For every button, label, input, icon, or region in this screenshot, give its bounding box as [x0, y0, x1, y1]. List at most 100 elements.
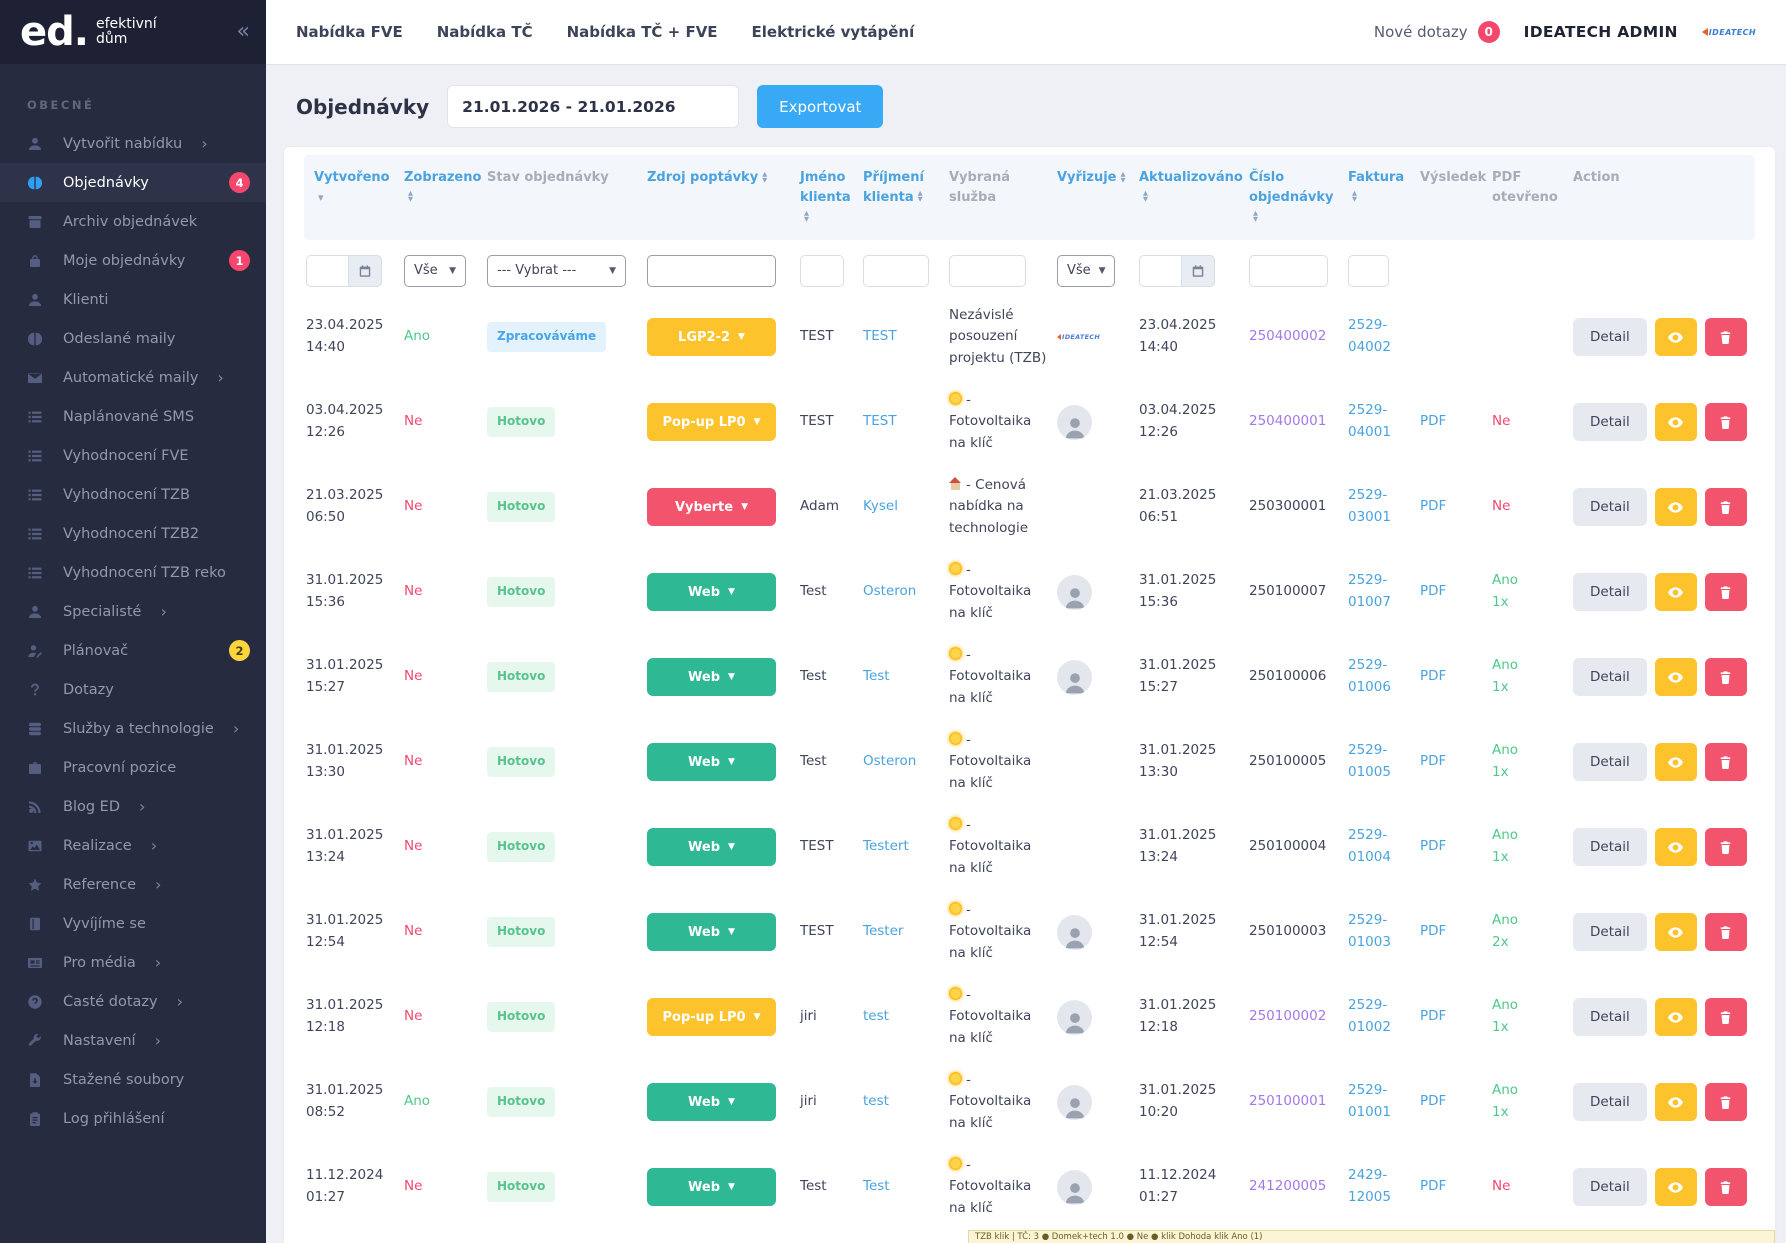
column-header[interactable]: Aktualizováno [1139, 168, 1249, 207]
stav-filter-select[interactable]: --- Vybrat --- ▼ [487, 254, 626, 287]
export-button[interactable]: Exportovat [757, 85, 884, 128]
sluzba-filter-input[interactable] [949, 254, 1026, 287]
zdroj-filter-input[interactable] [647, 254, 776, 287]
zdroj-dropdown-button[interactable]: LGP2-2 ▼ [647, 318, 776, 356]
sidebar-item[interactable]: Blog ED › [0, 787, 266, 826]
pdf-link[interactable]: PDF [1420, 583, 1447, 600]
faktura-link[interactable]: 2529-01007 [1348, 572, 1391, 610]
detail-button[interactable]: Detail [1573, 488, 1647, 526]
trash-button[interactable] [1704, 743, 1747, 781]
zdroj-dropdown-button[interactable]: Pop-up LP0 ▼ [647, 403, 776, 441]
trash-button[interactable] [1704, 913, 1747, 951]
trash-button[interactable] [1704, 998, 1747, 1036]
sidebar-item[interactable]: Klienti [0, 280, 266, 319]
column-header[interactable]: Stav objednávky [487, 168, 647, 188]
sidebar-item[interactable]: Specialisté › [0, 592, 266, 631]
prijmeni-link[interactable]: Test [863, 668, 890, 685]
column-header[interactable]: Vyřizuje [1057, 168, 1139, 188]
faktura-link[interactable]: 2529-01004 [1348, 827, 1391, 865]
prijmeni-link[interactable]: Kysel [863, 498, 898, 515]
prijmeni-link[interactable]: Test [863, 1178, 890, 1195]
faktura-link[interactable]: 2429-12005 [1348, 1167, 1391, 1205]
sidebar-item[interactable]: Objednávky 4 [0, 163, 266, 202]
pdf-link[interactable]: PDF [1420, 923, 1447, 940]
eye-button[interactable] [1654, 488, 1697, 526]
sidebar-item[interactable]: Odeslané maily [0, 319, 266, 358]
faktura-link[interactable]: 2529-01005 [1348, 742, 1391, 780]
sidebar-item[interactable]: Moje objednávky 1 [0, 241, 266, 280]
calendar-button[interactable] [1181, 254, 1215, 287]
pdf-link[interactable]: PDF [1420, 1178, 1447, 1195]
eye-button[interactable] [1654, 318, 1697, 356]
nav-tab[interactable]: Elektrické vytápění [751, 23, 915, 41]
detail-button[interactable]: Detail [1573, 658, 1647, 696]
column-header[interactable]: Zobrazeno [404, 168, 487, 207]
nav-tab[interactable]: Nabídka FVE [296, 23, 403, 41]
sidebar-item[interactable]: Pracovní pozice [0, 748, 266, 787]
faktura-link[interactable]: 2529-01001 [1348, 1082, 1391, 1120]
sidebar-item[interactable]: Dotazy [0, 670, 266, 709]
sidebar-item[interactable]: Služby a technologie › [0, 709, 266, 748]
trash-button[interactable] [1704, 403, 1747, 441]
column-header[interactable]: Vytvořeno [304, 168, 404, 207]
prijmeni-link[interactable]: Testert [863, 838, 909, 855]
pdf-link[interactable]: PDF [1420, 838, 1447, 855]
eye-button[interactable] [1654, 913, 1697, 951]
prijmeni-link[interactable]: test [863, 1093, 889, 1110]
sidebar-item[interactable]: Reference › [0, 865, 266, 904]
zdroj-dropdown-button[interactable]: Vyberte ▼ [647, 488, 776, 526]
faktura-link[interactable]: 2529-01003 [1348, 912, 1391, 950]
eye-button[interactable] [1654, 998, 1697, 1036]
zdroj-dropdown-button[interactable]: Web ▼ [647, 913, 776, 951]
collapse-sidebar-button[interactable]: « [236, 19, 250, 44]
trash-button[interactable] [1704, 828, 1747, 866]
trash-button[interactable] [1704, 318, 1747, 356]
calendar-button[interactable] [348, 254, 382, 287]
vyrizuje-filter-select[interactable]: Vše ▼ [1057, 254, 1115, 287]
eye-button[interactable] [1654, 743, 1697, 781]
eye-button[interactable] [1654, 828, 1697, 866]
prijmeni-link[interactable]: TEST [863, 413, 897, 430]
sidebar-item[interactable]: Vyhodnocení TZB [0, 475, 266, 514]
sidebar-item[interactable]: Vyvíjíme se [0, 904, 266, 943]
sidebar-item[interactable]: Log přihlášení [0, 1099, 266, 1138]
eye-button[interactable] [1654, 1168, 1697, 1206]
column-header[interactable]: PDF otevřeno [1492, 168, 1573, 207]
detail-button[interactable]: Detail [1573, 403, 1647, 441]
sidebar-item[interactable]: Naplánované SMS [0, 397, 266, 436]
sidebar-item[interactable]: Plánovač 2 [0, 631, 266, 670]
faktura-filter-input[interactable] [1348, 254, 1389, 287]
detail-button[interactable]: Detail [1573, 743, 1647, 781]
faktura-link[interactable]: 2529-01006 [1348, 657, 1391, 695]
nav-tab[interactable]: Nabídka TČ + FVE [566, 23, 718, 41]
zdroj-dropdown-button[interactable]: Web ▼ [647, 828, 776, 866]
trash-button[interactable] [1704, 573, 1747, 611]
column-header[interactable]: Zdroj poptávky [647, 168, 800, 188]
zdroj-dropdown-button[interactable]: Pop-up LP0 ▼ [647, 998, 776, 1036]
sidebar-item[interactable]: Nastavení › [0, 1021, 266, 1060]
cislo-filter-input[interactable] [1249, 254, 1328, 287]
sidebar-item[interactable]: Vyhodnocení TZB2 [0, 514, 266, 553]
eye-button[interactable] [1654, 573, 1697, 611]
prijmeni-link[interactable]: Osteron [863, 583, 917, 600]
vytvoreno-filter-input[interactable] [306, 254, 348, 287]
pdf-link[interactable]: PDF [1420, 753, 1447, 770]
column-header[interactable]: Výsledek [1420, 168, 1492, 188]
faktura-link[interactable]: 2529-04002 [1348, 317, 1391, 355]
detail-button[interactable]: Detail [1573, 1168, 1647, 1206]
detail-button[interactable]: Detail [1573, 913, 1647, 951]
sidebar-item[interactable]: Vyhodnocení TZB reko [0, 553, 266, 592]
new-queries-link[interactable]: Nové dotazy [1373, 23, 1468, 41]
zdroj-dropdown-button[interactable]: Web ▼ [647, 743, 776, 781]
sidebar-item[interactable]: Časté dotazy › [0, 982, 266, 1021]
zobrazeno-filter-select[interactable]: Vše ▼ [404, 254, 466, 287]
detail-button[interactable]: Detail [1573, 828, 1647, 866]
zdroj-dropdown-button[interactable]: Web ▼ [647, 573, 776, 611]
prijmeni-link[interactable]: TEST [863, 328, 897, 345]
trash-button[interactable] [1704, 658, 1747, 696]
sidebar-item[interactable]: Realizace › [0, 826, 266, 865]
zdroj-dropdown-button[interactable]: Web ▼ [647, 1168, 776, 1206]
detail-button[interactable]: Detail [1573, 998, 1647, 1036]
column-header[interactable]: Jméno klienta [800, 168, 863, 227]
detail-button[interactable]: Detail [1573, 318, 1647, 356]
